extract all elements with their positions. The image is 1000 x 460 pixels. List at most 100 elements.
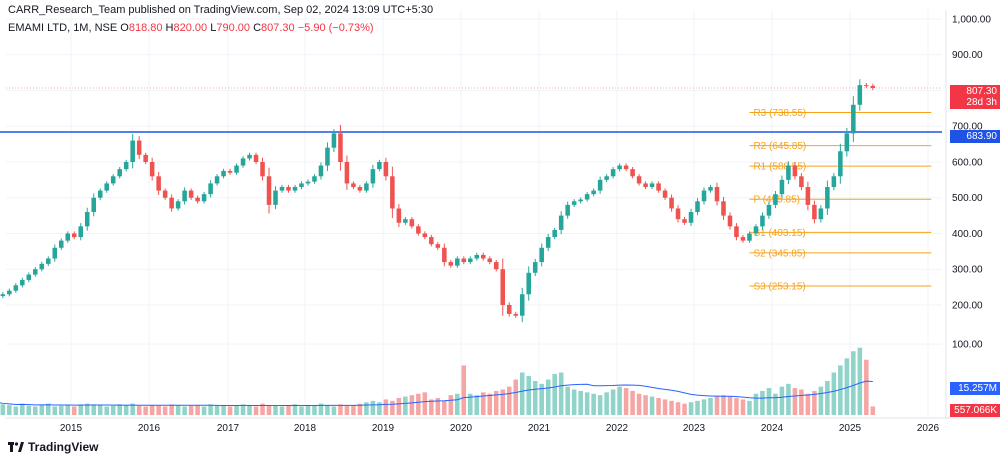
x-tick-label: 2020: [450, 423, 473, 434]
x-tick-label: 2021: [528, 423, 551, 434]
candle: [539, 243, 544, 267]
candle: [409, 217, 415, 229]
candle-body: [480, 254, 486, 259]
volume-bar: [422, 392, 428, 415]
candle-body: [292, 187, 298, 191]
candle-body: [214, 176, 220, 184]
candle-body: [253, 154, 259, 162]
x-tick-label: 2026: [917, 423, 940, 434]
candle: [7, 288, 12, 297]
volume-bar: [734, 398, 739, 415]
candle-body: [52, 247, 58, 259]
candle-body: [247, 154, 252, 159]
volume-bar: [870, 406, 876, 415]
time-axis[interactable]: 2015 2016 2017 2018 2019 2020 2021 2022 2023 2024…: [60, 423, 940, 434]
volume-bar: [58, 405, 64, 415]
volume-bar: [558, 372, 564, 415]
candle: [701, 187, 707, 205]
tradingview-logo[interactable]: TradingView: [8, 440, 98, 454]
candle: [292, 184, 298, 193]
candle: [149, 157, 155, 181]
candle: [383, 157, 389, 181]
tradingview-logo-icon: [8, 442, 24, 452]
volume-bar: [221, 405, 226, 415]
tradingview-logo-text: TradingView: [28, 440, 99, 454]
candle: [773, 190, 778, 209]
volume-bar: [565, 386, 570, 415]
candle-body: [136, 140, 142, 155]
candle: [91, 193, 96, 217]
volume-bar: [864, 359, 869, 415]
volume-bar: [643, 395, 648, 415]
x-tick-label: 2025: [839, 423, 862, 434]
candle: [260, 157, 265, 181]
x-tick-label: 2024: [761, 423, 784, 434]
candle-body: [182, 190, 187, 202]
candle: [227, 168, 233, 175]
candle: [253, 152, 259, 165]
candle: [65, 231, 71, 243]
candle: [221, 168, 226, 179]
candle-body: [416, 226, 421, 234]
volume-bar: [351, 405, 356, 415]
x-tick-label: 2017: [217, 423, 240, 434]
candle: [136, 136, 142, 160]
volume-bar: [377, 402, 382, 415]
candle: [338, 124, 343, 171]
volume-bar: [623, 388, 629, 415]
candle-body: [58, 240, 64, 248]
volume-bar: [318, 403, 324, 415]
candle: [286, 184, 291, 193]
volume-bar: [416, 393, 421, 415]
volume-ma-value: 15.257M: [958, 383, 997, 394]
last-price-tag: 807.30 28d 3h: [950, 85, 1000, 109]
volume-bar: [84, 403, 90, 415]
high-label: H: [165, 22, 174, 34]
candle: [558, 211, 564, 235]
volume-bar: [851, 351, 856, 415]
volume-bar: [805, 393, 811, 415]
volume-bar: [727, 396, 733, 415]
countdown-value: 28d 3h: [966, 97, 997, 108]
volume-bar: [240, 404, 246, 415]
volume-bar: [370, 400, 376, 415]
candle-body: [455, 258, 460, 266]
candle: [442, 243, 447, 267]
horizontal-line[interactable]: [0, 87, 942, 133]
volume-bar: [773, 393, 778, 415]
candle: [831, 173, 837, 191]
volume-bar: [539, 383, 544, 415]
volume-bar: [383, 399, 389, 415]
volume-bar: [247, 405, 252, 415]
candle: [448, 259, 454, 268]
volume-bar: [721, 395, 726, 415]
candle-body: [630, 169, 635, 177]
volume-bar: [740, 399, 746, 415]
candle: [110, 174, 116, 186]
x-tick-label: 2018: [294, 423, 317, 434]
candle-body: [825, 187, 830, 209]
candle: [97, 188, 103, 200]
volume-bar: [338, 404, 343, 415]
candle: [792, 162, 798, 180]
volume-bar: [175, 405, 181, 415]
candle-body: [461, 258, 467, 263]
volume-bar: [513, 379, 519, 415]
candle: [760, 212, 765, 230]
volume-bar: [20, 403, 25, 415]
candle-body: [805, 187, 811, 205]
close-label: C: [253, 22, 262, 34]
volume-bar: [493, 390, 499, 415]
volume-bar: [675, 402, 681, 415]
volume-bar: [149, 405, 155, 415]
candle: [52, 244, 58, 262]
candle: [584, 192, 590, 202]
volume-bar: [169, 404, 174, 415]
volume-bar: [234, 405, 239, 415]
candle: [305, 179, 311, 186]
candle-body: [448, 262, 454, 266]
volume-bar: [812, 390, 817, 415]
candle-body: [870, 85, 876, 88]
candle: [779, 175, 785, 199]
